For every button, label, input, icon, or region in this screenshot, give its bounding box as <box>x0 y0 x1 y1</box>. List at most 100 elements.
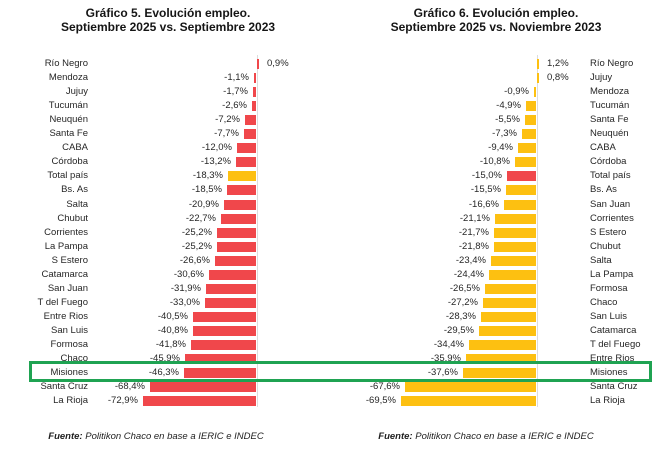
value-label-salta: -23,4% <box>455 255 486 266</box>
category-label-la-pampa: La Pampa <box>44 241 88 252</box>
value-label-entre-rios: -35,9% <box>430 353 461 364</box>
bar-corrientes <box>217 228 256 238</box>
value-label-san-juan: -31,9% <box>170 283 201 294</box>
value-label-chubut: -22,7% <box>185 213 216 224</box>
category-label-t-del-fuego: T del Fuego <box>37 297 88 308</box>
misiones-highlight-box <box>29 361 652 382</box>
value-label-catamarca: -30,6% <box>173 269 204 280</box>
category-label-chaco: Chaco <box>60 353 88 364</box>
category-label-formosa: Formosa <box>590 283 628 294</box>
bar-jujuy <box>537 73 539 83</box>
category-label-santa-cruz: Santa Cruz <box>40 381 88 392</box>
value-label-salta: -20,9% <box>188 199 219 210</box>
bar-santa-cruz <box>150 382 256 392</box>
value-label-santa-fe: -5,5% <box>495 114 520 125</box>
category-label-s-estero: S Estero <box>590 227 627 238</box>
category-label-caba: CABA <box>62 142 88 153</box>
value-label-la-pampa: -25,2% <box>181 241 212 252</box>
value-label-r-o-negro: 0,9% <box>267 58 289 69</box>
value-label-la-rioja: -69,5% <box>365 395 396 406</box>
value-label-total-pa-s: -18,3% <box>192 170 223 181</box>
category-label-total-pa-s: Total país <box>47 170 88 181</box>
category-label-tucum-n: Tucumán <box>590 100 630 111</box>
value-label-total-pa-s: -15,0% <box>471 170 502 181</box>
value-label-s-estero: -26,6% <box>179 255 210 266</box>
value-label-bs-as: -15,5% <box>470 184 501 195</box>
value-label-corrientes: -21,1% <box>459 213 490 224</box>
chart5-title-line1: Gráfico 5. Evolución empleo. <box>85 6 251 20</box>
bar-santa-fe <box>525 115 536 125</box>
bar-santa-cruz <box>405 382 536 392</box>
bar-t-del-fuego <box>205 298 256 308</box>
category-label-la-rioja: La Rioja <box>53 395 88 406</box>
value-label-t-del-fuego: -33,0% <box>169 297 200 308</box>
category-label-bs-as: Bs. As <box>61 184 88 195</box>
value-label-chaco: -27,2% <box>447 297 478 308</box>
value-label-catamarca: -29,5% <box>443 325 474 336</box>
value-label-mendoza: -0,9% <box>504 86 529 97</box>
chart5-source: Fuente: Politikon Chaco en base a IERIC … <box>6 431 306 442</box>
bar-tucum-n <box>252 101 256 111</box>
bar-bs-as <box>506 185 536 195</box>
value-label-c-rdoba: -13,2% <box>200 156 231 167</box>
bar-misiones <box>184 368 256 378</box>
value-label-tucum-n: -4,9% <box>496 100 521 111</box>
category-label-salta: Salta <box>66 199 88 210</box>
category-label-chubut: Chubut <box>590 241 621 252</box>
bar-salta <box>491 256 536 266</box>
category-label-san-luis: San Luis <box>51 325 88 336</box>
chart6-source-label: Fuente: <box>378 431 413 442</box>
value-label-c-rdoba: -10,8% <box>479 156 510 167</box>
value-label-t-del-fuego: -34,4% <box>433 339 464 350</box>
value-label-jujuy: 0,8% <box>547 72 569 83</box>
bar-mendoza <box>534 87 536 97</box>
category-label-san-luis: San Luis <box>590 311 627 322</box>
chart6-source: Fuente: Politikon Chaco en base a IERIC … <box>331 431 641 442</box>
value-label-misiones: -46,3% <box>148 367 179 378</box>
value-label-s-estero: -21,7% <box>458 227 489 238</box>
value-label-entre-rios: -40,5% <box>157 311 188 322</box>
category-label-santa-fe: Santa Fe <box>49 128 88 139</box>
value-label-chaco: -45,9% <box>149 353 180 364</box>
bar-la-rioja <box>401 396 536 406</box>
bar-misiones <box>463 368 536 378</box>
bar-caba <box>237 143 256 153</box>
chart5-title-line2: Septiembre 2025 vs. Septiembre 2023 <box>60 20 276 34</box>
bar-chaco <box>185 354 256 364</box>
bar-c-rdoba <box>515 157 536 167</box>
chart5-zero-axis-line <box>257 55 258 407</box>
bar-la-pampa <box>489 270 536 280</box>
bar-catamarca <box>479 326 536 336</box>
value-label-neuqu-n: -7,2% <box>215 114 240 125</box>
bar-formosa <box>485 284 536 294</box>
category-label-chaco: Chaco <box>590 297 618 308</box>
bar-san-juan <box>206 284 256 294</box>
bar-t-del-fuego <box>469 340 536 350</box>
category-label-santa-cruz: Santa Cruz <box>590 381 638 392</box>
bar-entre-rios <box>193 312 256 322</box>
bar-s-estero <box>494 228 536 238</box>
category-label-mendoza: Mendoza <box>590 86 630 97</box>
chart6-source-text: Politikon Chaco en base a IERIC e INDEC <box>412 431 594 442</box>
value-label-san-luis: -40,8% <box>157 325 188 336</box>
chart6-zero-axis-line <box>537 55 538 407</box>
category-label-catamarca: Catamarca <box>590 325 637 336</box>
category-label-misiones: Misiones <box>590 367 628 378</box>
value-label-la-pampa: -24,4% <box>453 269 484 280</box>
category-label-entre-rios: Entre Rios <box>590 353 635 364</box>
value-label-mendoza: -1,1% <box>224 72 249 83</box>
category-label-neuqu-n: Neuquén <box>590 128 629 139</box>
value-label-r-o-negro: 1,2% <box>547 58 569 69</box>
bar-jujuy <box>253 87 256 97</box>
bar-formosa <box>191 340 256 350</box>
category-label-neuqu-n: Neuquén <box>49 114 88 125</box>
bar-entre-rios <box>466 354 536 364</box>
category-label-formosa: Formosa <box>50 339 88 350</box>
category-label-tucum-n: Tucumán <box>48 100 88 111</box>
category-label-c-rdoba: Córdoba <box>590 156 627 167</box>
bar-salta <box>224 200 256 210</box>
value-label-santa-cruz: -67,6% <box>369 381 400 392</box>
chart5-source-label: Fuente: <box>48 431 83 442</box>
category-label-la-pampa: La Pampa <box>590 269 634 280</box>
